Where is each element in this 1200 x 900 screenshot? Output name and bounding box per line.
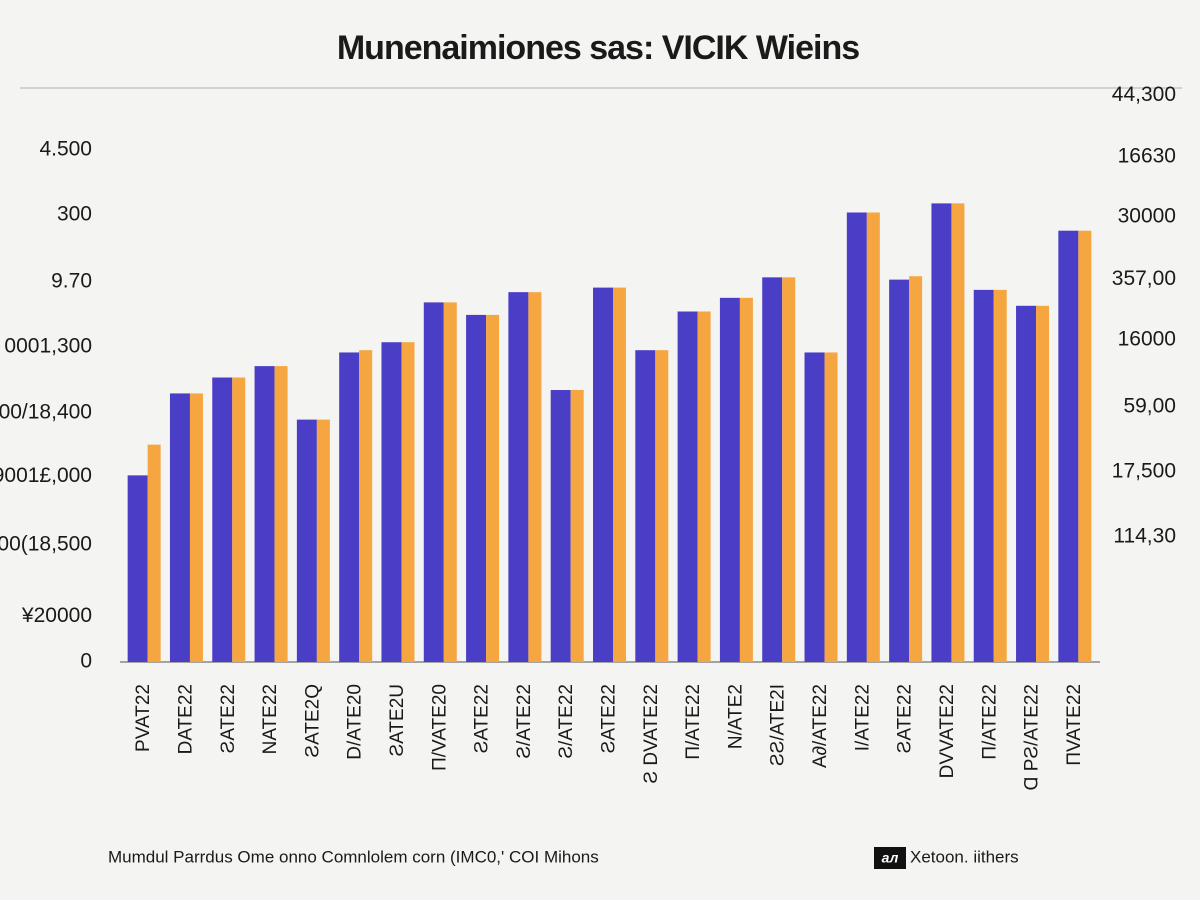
x-tick-label: DVVATE22 — [937, 684, 958, 778]
y2-tick-label: 59,00 — [1123, 395, 1176, 418]
x-tick-label: ƧATE2Q — [302, 684, 323, 758]
y2-tick-label: 44,300 — [1112, 83, 1176, 106]
y-tick-label: 0 — [80, 650, 92, 673]
x-tick-label: П/VATE20 — [429, 684, 450, 771]
bar — [508, 292, 529, 662]
bar — [127, 475, 148, 662]
logo-box — [874, 847, 906, 869]
bar — [931, 203, 952, 663]
bar — [443, 302, 457, 662]
x-tick-label: DATE22 — [175, 684, 196, 754]
y2-tick-label: 17,500 — [1112, 460, 1176, 483]
y-tick-label: 300 — [57, 202, 92, 225]
bar — [719, 297, 740, 662]
bar — [593, 287, 613, 662]
bar — [528, 292, 542, 662]
bar — [951, 203, 965, 663]
y2-tick-label: 16630 — [1118, 144, 1176, 167]
x-tick-label: Ƨ DVATE22 — [641, 684, 662, 784]
x-tick-label: A∂/ATE22 — [810, 684, 831, 768]
brand: Xetoon. iithers — [910, 847, 1019, 866]
bar — [889, 279, 910, 662]
bar — [359, 350, 373, 662]
x-tick-label: NATE22 — [260, 684, 281, 754]
bar — [232, 377, 246, 662]
bar — [466, 314, 487, 662]
bar — [909, 276, 923, 662]
bar — [339, 352, 360, 662]
bar — [655, 350, 669, 662]
x-tick-label: ПVATE22 — [1064, 684, 1085, 766]
y-tick-label: 00(18,500 — [0, 532, 92, 555]
bar — [824, 352, 838, 662]
x-tick-label: I/ATE22 — [852, 684, 873, 751]
x-tick-label: Ƨ/ATE22 — [514, 684, 535, 759]
bar — [846, 212, 867, 663]
x-tick-label: П/ATE22 — [683, 684, 704, 760]
bar — [1016, 305, 1037, 662]
bar — [1058, 230, 1079, 662]
x-tick-label: ƧATE22 — [599, 684, 620, 753]
bar — [1036, 305, 1050, 662]
bar — [316, 419, 330, 662]
bar — [993, 289, 1007, 662]
bar — [147, 444, 161, 662]
x-tick-label: PVAT22 — [133, 684, 154, 752]
bar — [613, 287, 626, 662]
bar — [677, 311, 698, 662]
bar — [254, 366, 275, 662]
x-tick-label: ƧƧ/ATE2I — [768, 684, 789, 766]
bar — [804, 352, 825, 662]
x-tick-label: Ɑ PƧ/ATE22 — [1022, 684, 1043, 791]
y2-tick-label: 16000 — [1118, 327, 1176, 350]
bar — [212, 377, 233, 662]
x-tick-label: ƧATE22 — [472, 684, 493, 753]
chart-title: Munenaimiones sas: VICIK Wieins — [337, 29, 859, 67]
source-note: Mumdul Parrdus Ome onno Comnlolem corn (… — [108, 847, 599, 866]
x-tick-label: N/ATE2 — [725, 684, 746, 749]
logo-text: ал — [882, 850, 899, 866]
bar — [401, 342, 415, 662]
bar — [973, 289, 994, 662]
y2-tick-label: 114,30 — [1113, 524, 1176, 547]
bar — [570, 390, 584, 662]
y-tick-label: 4.500 — [39, 137, 92, 160]
y-tick-label: 00/18,400 — [0, 400, 92, 423]
bar — [762, 277, 783, 662]
bar — [697, 311, 711, 662]
bar — [1078, 230, 1092, 662]
bar — [169, 393, 190, 662]
y-tick-label: 0001,300 — [4, 334, 92, 357]
y-tick-label: ¥20000 — [21, 604, 92, 627]
bar — [550, 390, 571, 662]
bar — [189, 393, 203, 662]
y-tick-label: 9001£,000 — [0, 464, 92, 487]
bar — [635, 350, 656, 662]
bar — [486, 314, 500, 662]
bar — [866, 212, 880, 663]
x-tick-label: П/ATE22 — [979, 684, 1000, 760]
x-tick-label: ƧATE22 — [895, 684, 916, 753]
bar — [296, 419, 317, 662]
y-tick-label: 9.70 — [51, 269, 92, 292]
bar — [739, 297, 753, 662]
x-tick-label: Ƨ/ATE22 — [556, 684, 577, 759]
x-tick-label: ƧATE2U — [387, 684, 408, 757]
x-tick-label: D/ATE20 — [345, 684, 366, 760]
bar — [274, 366, 288, 662]
y2-tick-label: 357,00 — [1112, 267, 1176, 290]
bar — [782, 277, 796, 662]
bar — [423, 302, 444, 662]
bar — [381, 342, 402, 662]
y2-tick-label: 30000 — [1118, 205, 1176, 228]
x-tick-label: ƧATE22 — [218, 684, 239, 753]
